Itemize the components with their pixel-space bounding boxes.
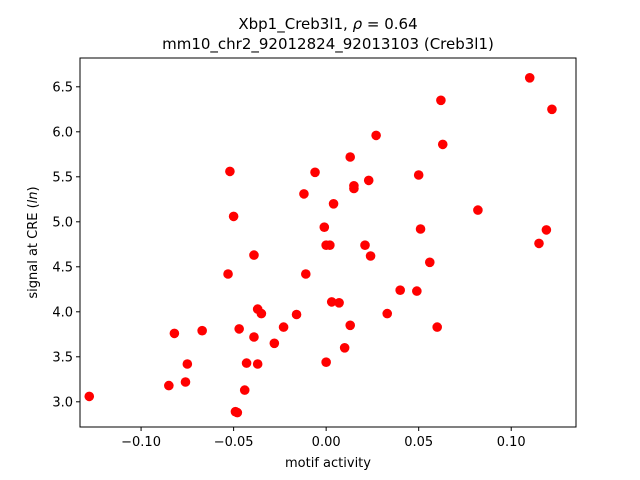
data-point: [84, 391, 95, 402]
data-point: [326, 297, 337, 307]
data-point: [382, 308, 393, 319]
y-tick-label: 3.5: [52, 350, 73, 365]
data-point: [319, 222, 330, 232]
y-tick-label: 4.5: [52, 260, 73, 275]
data-point: [334, 298, 344, 308]
data-point: [395, 285, 405, 296]
data-point: [413, 170, 424, 180]
data-point: [249, 332, 259, 342]
data-point: [339, 343, 350, 353]
data-point: [291, 309, 302, 320]
data-point: [321, 357, 331, 368]
x-tick-label: 0.00: [312, 435, 341, 450]
x-tick-label: −0.10: [121, 435, 161, 450]
data-point: [534, 238, 544, 249]
y-tick-label: 6.0: [52, 125, 73, 140]
y-axis-label: signal at CRE (ln): [26, 186, 41, 298]
data-point: [241, 358, 252, 368]
y-tick-label: 6.5: [52, 80, 73, 95]
data-point: [524, 73, 535, 83]
data-point: [278, 322, 289, 332]
chart-title: Xbp1_Creb3l1, ρ = 0.64: [238, 15, 417, 34]
y-tick-label: 5.5: [52, 170, 73, 185]
data-point: [345, 152, 356, 162]
data-point: [180, 377, 191, 387]
data-point: [299, 189, 309, 199]
chart-subtitle: mm10_chr2_92012824_92013103 (Creb3l1): [162, 35, 494, 54]
x-tick-label: 0.10: [497, 435, 526, 450]
data-point: [300, 269, 311, 279]
data-point: [349, 183, 359, 194]
y-tick-label: 3.0: [52, 395, 73, 410]
data-point: [365, 251, 376, 261]
data-point: [223, 269, 233, 279]
data-point: [360, 240, 370, 250]
data-point: [432, 322, 442, 332]
data-point: [256, 308, 267, 319]
data-point: [269, 338, 280, 349]
data-point: [437, 139, 448, 150]
data-point: [436, 95, 446, 106]
data-point: [239, 385, 250, 395]
data-point: [228, 211, 239, 222]
data-point: [164, 380, 174, 391]
data-point: [345, 320, 356, 331]
data-point: [232, 407, 243, 418]
data-point: [363, 175, 374, 186]
data-point: [249, 250, 259, 260]
data-point: [541, 225, 552, 235]
data-point: [234, 324, 244, 334]
data-point: [169, 328, 180, 339]
data-point: [310, 167, 320, 178]
data-point: [415, 224, 426, 234]
x-tick-label: 0.05: [404, 435, 433, 450]
data-point: [182, 359, 193, 369]
ticks-layer: −0.10 −0.05 0.00 0.05 0.10 3.0 3.5 4.0 4.5 5.0 5.5…: [52, 80, 525, 450]
data-point: [252, 359, 263, 369]
data-point: [328, 199, 339, 209]
x-axis-label: motif activity: [285, 456, 371, 471]
data-point: [225, 166, 235, 177]
data-point: [473, 205, 483, 215]
points-layer: [84, 73, 557, 418]
y-tick-label: 5.0: [52, 215, 73, 230]
data-point: [424, 257, 435, 268]
data-point: [197, 325, 207, 336]
data-point: [325, 240, 335, 250]
data-point: [371, 130, 381, 141]
plot-frame: [79, 57, 577, 428]
data-point: [547, 104, 557, 115]
data-point: [412, 286, 422, 296]
x-tick-label: −0.05: [214, 435, 254, 450]
y-tick-label: 4.0: [52, 305, 73, 320]
